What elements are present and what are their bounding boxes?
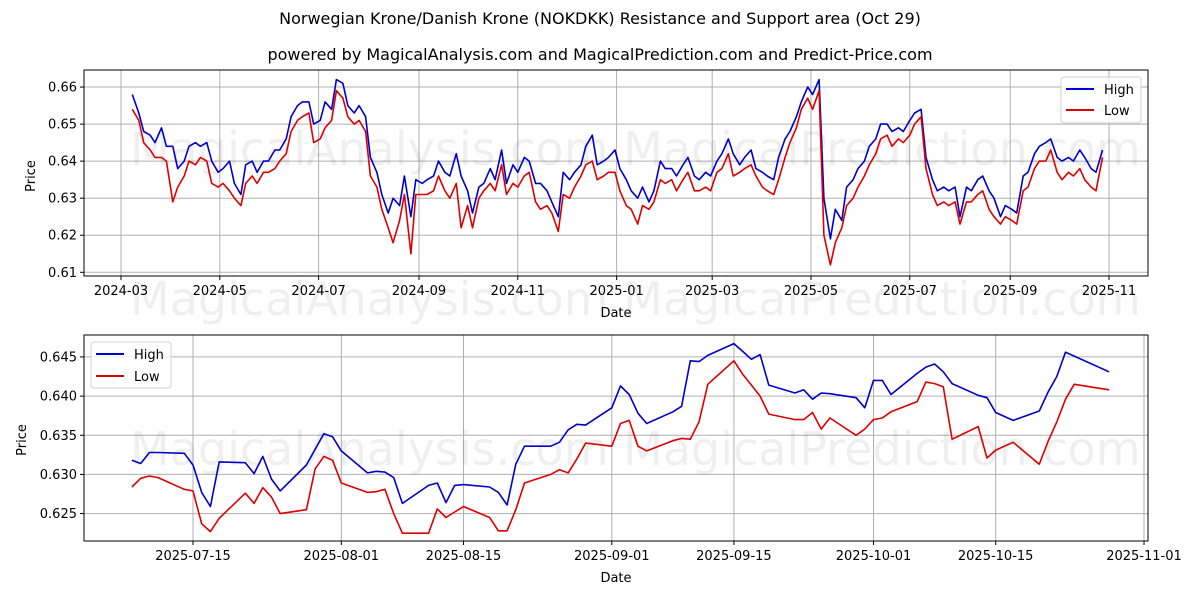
x-tick-label: 2025-08-15 — [426, 549, 502, 564]
y-tick-label: 0.63 — [48, 192, 77, 207]
x-tick-label: 2024-11 — [491, 284, 545, 299]
x-tick-label: 2025-11 — [1082, 284, 1136, 299]
y-tick-label: 0.640 — [40, 390, 77, 405]
bottom-axis-ticks: 2025-07-15 2025-08-01 2025-08-15 2025-09-01… — [40, 350, 1182, 564]
legend-high-label: High — [1104, 83, 1134, 98]
y-tick-label: 0.65 — [48, 118, 77, 133]
y-tick-label: 0.66 — [48, 81, 77, 96]
y-tick-label: 0.62 — [48, 229, 77, 244]
x-tick-label: 2025-09 — [983, 284, 1037, 299]
legend-low-label: Low — [134, 370, 160, 385]
bottom-chart-panel: MagicalAnalysis.com MagicalPrediction.co… — [15, 334, 1182, 586]
bottom-axes-frame — [83, 334, 1149, 542]
x-tick-label: 2025-07-15 — [155, 549, 231, 564]
y-tick-label: 0.61 — [48, 266, 77, 281]
series-line-low — [131, 89, 1104, 266]
x-tick-label: 2025-05 — [784, 284, 838, 299]
x-tick-label: 2025-09-15 — [696, 549, 772, 564]
series-line-low — [131, 359, 1110, 535]
x-tick-label: 2024-03 — [94, 284, 148, 299]
y-tick-label: 0.64 — [48, 155, 77, 170]
y-tick-label: 0.645 — [40, 350, 77, 365]
top-y-axis-label: Price — [24, 160, 39, 192]
bottom-legend: High Low — [90, 341, 172, 389]
watermark: MagicalAnalysis.com MagicalPrediction.co… — [130, 122, 1141, 176]
x-tick-label: 2024-07 — [291, 284, 345, 299]
bottom-series-lines — [131, 342, 1110, 535]
top-x-axis-label: Date — [600, 306, 631, 321]
x-tick-label: 2025-07 — [883, 284, 937, 299]
y-tick-label: 0.625 — [40, 507, 77, 522]
y-tick-label: 0.635 — [40, 429, 77, 444]
bottom-y-axis-label: Price — [15, 424, 30, 456]
y-tick-label: 0.630 — [40, 468, 77, 483]
chart-title: Norwegian Krone/Danish Krone (NOKDKK) Re… — [279, 9, 921, 28]
series-line-high — [131, 78, 1104, 240]
x-tick-label: 2025-10-01 — [836, 549, 912, 564]
x-tick-label: 2024-05 — [193, 284, 247, 299]
watermark: MagicalAnalysis.com MagicalPrediction.co… — [130, 272, 1141, 326]
top-chart-panel: MagicalAnalysis.com MagicalPrediction.co… — [24, 69, 1149, 326]
chart-subtitle: powered by MagicalAnalysis.com and Magic… — [267, 45, 933, 64]
x-tick-label: 2025-03 — [685, 284, 739, 299]
top-series-lines — [131, 78, 1104, 266]
x-tick-label: 2025-09-01 — [574, 549, 650, 564]
top-legend: High Low — [1060, 76, 1142, 124]
bottom-x-axis-label: Date — [600, 571, 631, 586]
x-tick-label: 2025-10-15 — [958, 549, 1034, 564]
top-axes-frame — [83, 69, 1149, 277]
series-line-high — [131, 342, 1110, 508]
top-axis-ticks: 2024-03 2024-05 2024-07 2024-09 2024-11 2025-… — [48, 81, 1136, 299]
x-tick-label: 2025-08-01 — [304, 549, 380, 564]
x-tick-label: 2024-09 — [392, 284, 446, 299]
x-tick-label: 2025-01 — [589, 284, 643, 299]
watermark: MagicalAnalysis.com MagicalPrediction.co… — [130, 422, 1141, 476]
legend-low-label: Low — [1104, 104, 1130, 119]
legend-high-label: High — [134, 348, 164, 363]
x-tick-label: 2025-11-01 — [1106, 549, 1182, 564]
